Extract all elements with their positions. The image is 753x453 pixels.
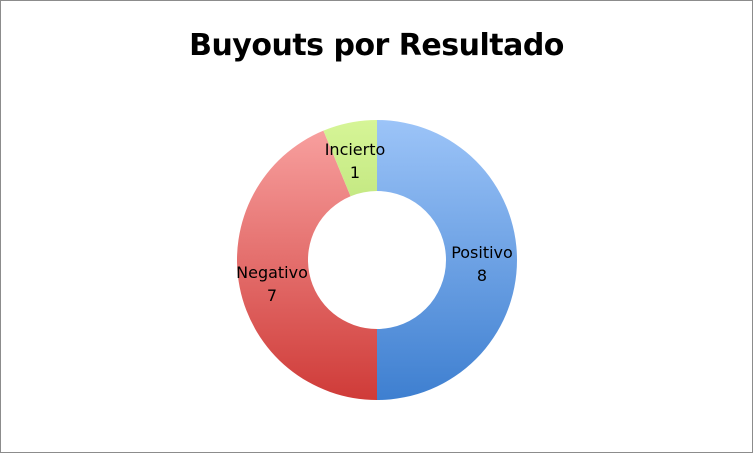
data-label-category: Positivo [451,243,513,262]
data-label-category: Negativo [236,263,308,282]
chart-title: Buyouts por Resultado [189,28,564,63]
slice-positivo [377,120,517,400]
data-label-value: 1 [350,163,360,182]
data-label-value: 8 [477,266,487,285]
slice-incierto [323,120,377,197]
data-label-value: 7 [267,286,277,305]
data-label-category: Incierto [325,140,386,159]
slice-negativo [236,130,377,401]
